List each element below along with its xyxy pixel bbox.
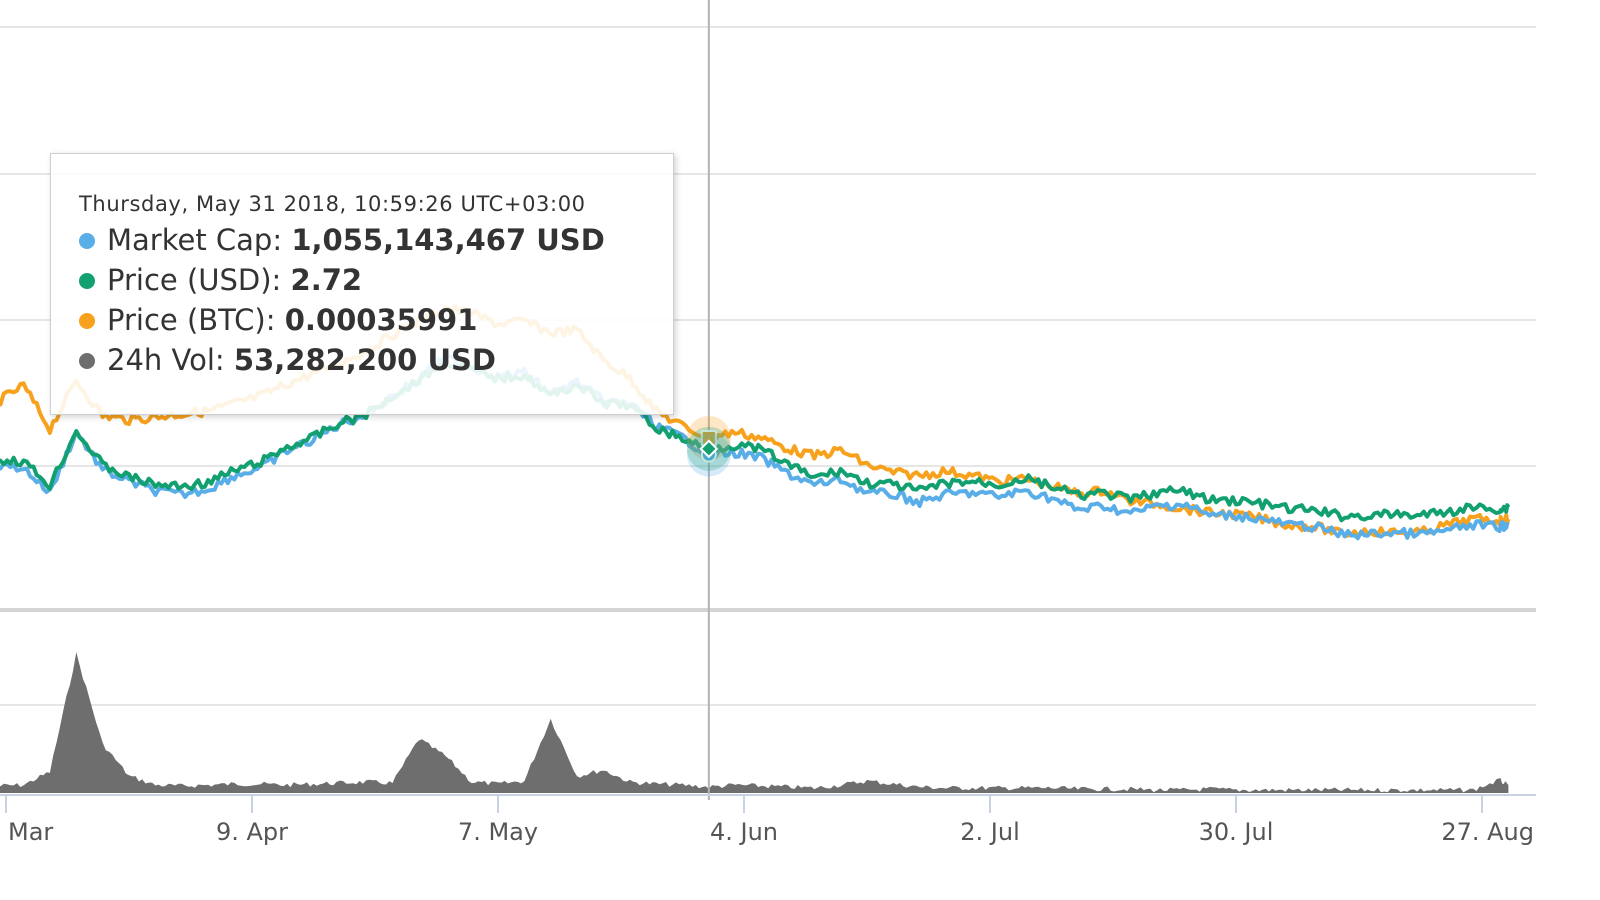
tooltip-value: 2.72 bbox=[290, 263, 363, 297]
tooltip-row-price-usd: Price (USD): 2.72 bbox=[79, 260, 673, 300]
x-axis: Mar 9. Apr 7. May 4. Jun 2. Jul 30. Jul 27. Au… bbox=[5, 795, 1534, 846]
tooltip-label: 24h Vol: bbox=[107, 343, 225, 377]
market-cap-series bbox=[0, 352, 1510, 541]
hover-markers bbox=[686, 416, 731, 477]
tooltip-row-price-btc: Price (BTC): 0.00035991 bbox=[79, 300, 673, 340]
price-usd-dot-icon bbox=[79, 273, 95, 289]
tooltip-label: Price (USD): bbox=[107, 263, 282, 297]
market-cap-dot-icon bbox=[79, 233, 95, 249]
tooltip-value: 53,282,200 USD bbox=[233, 343, 496, 377]
x-tick-label: 2. Jul bbox=[960, 818, 1019, 846]
x-tick-label: 7. May bbox=[458, 818, 538, 846]
tooltip-value: 0.00035991 bbox=[284, 303, 478, 337]
tooltip-date: Thursday, May 31 2018, 10:59:26 UTC+03:0… bbox=[79, 192, 586, 216]
x-tick-label: 4. Jun bbox=[710, 818, 778, 846]
price-btc-dot-icon bbox=[79, 313, 95, 329]
x-tick-label: Mar bbox=[8, 818, 53, 846]
x-tick-label: 9. Apr bbox=[216, 818, 288, 846]
tooltip-row-volume: 24h Vol: 53,282,200 USD bbox=[79, 340, 673, 380]
tooltip-label: Market Cap: bbox=[107, 223, 283, 257]
tooltip-value: 1,055,143,467 USD bbox=[291, 223, 605, 257]
x-tick-label: 30. Jul bbox=[1199, 818, 1274, 846]
tooltip: Thursday, May 31 2018, 10:59:26 UTC+03:0… bbox=[50, 153, 674, 415]
volume-dot-icon bbox=[79, 353, 95, 369]
price-usd-series bbox=[0, 355, 1511, 523]
volume-series bbox=[0, 652, 1509, 793]
tooltip-label: Price (BTC): bbox=[107, 303, 276, 337]
x-tick-label: 27. Aug bbox=[1441, 818, 1534, 846]
price-usd-hover-marker bbox=[699, 439, 719, 459]
tooltip-row-market-cap: Market Cap: 1,055,143,467 USD bbox=[79, 220, 673, 260]
